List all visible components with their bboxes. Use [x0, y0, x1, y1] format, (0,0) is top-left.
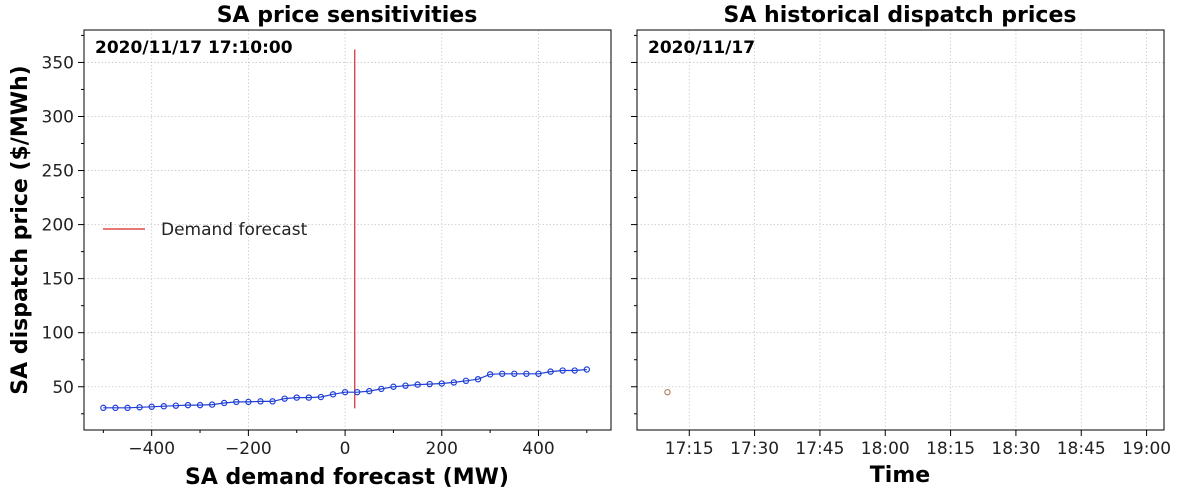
data-point: [499, 370, 506, 377]
y-tick-label: 250: [42, 162, 74, 182]
data-point: [390, 383, 397, 390]
data-point: [402, 382, 409, 389]
right-ticks: 17:15 17:30 17:45 18:00 18:15 18:30 18:45 19:00: [631, 61, 1171, 459]
data-point: [450, 379, 458, 386]
left-chart-title: SA price sensitivities: [217, 3, 478, 28]
x-tick-label: 17:15: [665, 439, 714, 459]
x-tick-label: 0: [340, 439, 351, 459]
data-point: [583, 366, 591, 373]
data-point: [281, 395, 288, 402]
data-point: [233, 398, 240, 406]
data-point: [438, 380, 445, 387]
y-tick-label: 200: [42, 216, 74, 236]
right-x-axis-label: Time: [870, 463, 930, 488]
x-tick-label: 19:00: [1122, 439, 1171, 459]
data-point: [257, 398, 264, 405]
x-tick-label: 400: [522, 439, 554, 459]
x-tick-label: −400: [128, 439, 175, 459]
data-point: [221, 399, 228, 407]
x-tick-label: 200: [426, 439, 458, 459]
left-data-marks: [100, 49, 591, 412]
left-timestamp-annotation: 2020/11/17 17:10:00: [95, 38, 293, 58]
data-point: [474, 375, 482, 383]
data-point: [293, 394, 300, 401]
data-point: [269, 398, 276, 405]
data-point: [414, 381, 421, 388]
data-point: [317, 393, 325, 401]
y-tick-label: 50: [52, 378, 74, 398]
x-tick-label: 18:00: [861, 439, 910, 459]
x-tick-label: 17:30: [730, 439, 779, 459]
right-grid: [637, 30, 1164, 430]
data-point: [172, 402, 180, 409]
legend-demand-forecast-label: Demand forecast: [161, 220, 308, 240]
x-tick-label: 18:30: [991, 439, 1040, 459]
left-plot-frame: [83, 29, 612, 431]
y-tick-label: 300: [42, 107, 74, 127]
y-tick-label: 150: [42, 270, 74, 290]
data-point: [196, 401, 204, 409]
data-point: [559, 367, 566, 374]
data-point: [378, 385, 385, 393]
data-point: [112, 404, 119, 412]
x-tick-label: 17:45: [795, 439, 844, 459]
x-tick-label: 18:15: [926, 439, 975, 459]
data-point: [124, 404, 131, 412]
legend: Demand forecast: [103, 220, 308, 240]
data-point: [341, 388, 349, 396]
data-point: [462, 377, 470, 385]
data-point: [305, 394, 313, 401]
data-point: [245, 398, 252, 406]
x-tick-label: 18:45: [1057, 439, 1106, 459]
data-point: [535, 370, 542, 377]
data-point: [571, 367, 578, 374]
data-point: [366, 387, 373, 395]
right-plot-frame: [636, 29, 1165, 431]
x-tick-label: −200: [225, 439, 272, 459]
data-point: [160, 403, 167, 410]
y-axis-label: SA dispatch price ($/MWh): [8, 65, 33, 394]
data-point: [664, 388, 671, 396]
data-point: [208, 401, 216, 408]
right-chart-title: SA historical dispatch prices: [724, 3, 1077, 28]
data-point: [511, 370, 518, 377]
data-point: [426, 380, 433, 388]
data-point: [136, 404, 143, 411]
data-point: [148, 403, 155, 410]
data-point: [486, 371, 494, 378]
left-grid: [84, 30, 611, 430]
left-ticks: −400 −200 0 200 400 50 100 150 200 250 300 350: [42, 53, 555, 459]
data-point: [353, 388, 361, 396]
y-tick-label: 100: [42, 324, 74, 344]
data-point: [547, 368, 554, 375]
historical-prices-panel: 17:15 17:30 17:45 18:00 18:15 18:30 18:45 19:00…: [631, 3, 1171, 488]
price-sensitivity-line: [103, 368, 587, 409]
right-data-marks: [664, 388, 671, 396]
data-point: [100, 404, 107, 412]
price-sensitivity-panel: −400 −200 0 200 400 50 100 150 200 250 300 350 SA p…: [8, 3, 612, 490]
right-date-annotation: 2020/11/17: [648, 38, 755, 58]
left-x-axis-label: SA demand forecast (MW): [185, 465, 509, 490]
data-point: [329, 391, 337, 398]
data-point: [523, 370, 530, 377]
y-tick-label: 350: [42, 53, 74, 73]
data-point: [184, 401, 192, 409]
